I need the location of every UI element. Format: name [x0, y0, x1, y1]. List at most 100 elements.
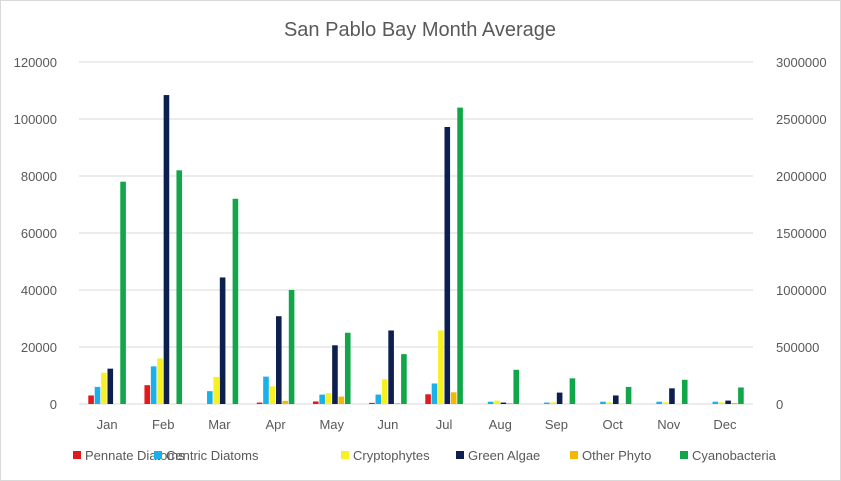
bar — [312, 401, 319, 404]
bar — [325, 393, 332, 404]
y-right-tick-label: 2000000 — [776, 169, 827, 184]
legend-item: Other Phyto — [570, 448, 651, 463]
bar — [494, 400, 500, 404]
bar — [718, 402, 725, 404]
legend-swatch — [73, 451, 81, 459]
bar — [107, 368, 114, 404]
bar — [438, 330, 444, 404]
legend-item: Cryptophytes — [341, 448, 430, 463]
bar — [669, 388, 675, 404]
bar — [256, 402, 263, 404]
y-left-tick-label: 40000 — [21, 283, 57, 298]
y-right-tick-label: 2500000 — [776, 112, 827, 127]
y-left-tick-label: 80000 — [21, 169, 57, 184]
y-right-tick-label: 1000000 — [776, 283, 827, 298]
left-axis: 0 20000 40000 60000 80000 100000 120000 — [14, 55, 57, 412]
y-right-tick-label: 500000 — [776, 340, 819, 355]
bar — [219, 277, 226, 404]
bar — [625, 386, 632, 404]
bar — [288, 290, 295, 404]
x-tick-label: Dec — [713, 417, 737, 432]
bar — [569, 378, 576, 404]
bar — [144, 385, 151, 404]
bar — [232, 198, 239, 404]
x-tick-label: Feb — [152, 417, 174, 432]
bar — [600, 401, 606, 404]
bar — [263, 376, 269, 404]
bar — [213, 376, 220, 404]
bar — [450, 392, 457, 404]
x-tick-label: Oct — [602, 417, 623, 432]
x-tick-label: Jun — [377, 417, 398, 432]
bar — [176, 170, 183, 404]
x-tick-label: Apr — [265, 417, 286, 432]
y-left-tick-label: 20000 — [21, 340, 57, 355]
legend-label: Green Algae — [468, 448, 540, 463]
bar — [101, 372, 107, 404]
bar — [681, 379, 688, 404]
y-right-tick-label: 1500000 — [776, 226, 827, 241]
bar — [94, 386, 101, 404]
bar — [282, 400, 288, 404]
legend-swatch — [680, 451, 688, 459]
bar — [375, 394, 382, 404]
y-right-tick-label: 3000000 — [776, 55, 827, 70]
bar — [487, 401, 494, 404]
x-tick-label: Jul — [436, 417, 453, 432]
bar — [731, 402, 738, 404]
bar — [550, 402, 557, 404]
legend-label: Centric Diatoms — [166, 448, 259, 463]
legend-item: Centric Diatoms — [154, 448, 259, 463]
x-tick-label: Aug — [489, 417, 512, 432]
bar — [507, 403, 513, 404]
legend-swatch — [570, 451, 578, 459]
bars — [88, 95, 744, 404]
bar — [394, 403, 401, 404]
legend-label: Cyanobacteria — [692, 448, 777, 463]
legend-label: Other Phyto — [582, 448, 651, 463]
bar — [157, 358, 163, 404]
bar — [319, 394, 325, 404]
bar — [163, 95, 170, 404]
bar — [725, 400, 731, 404]
y-right-tick-label: 0 — [776, 397, 783, 412]
bar — [662, 402, 669, 404]
legend-item: Green Algae — [456, 448, 540, 463]
bar — [425, 394, 431, 404]
grid — [79, 61, 753, 405]
bar — [150, 366, 157, 404]
bar — [513, 369, 520, 404]
x-tick-label: Nov — [657, 417, 681, 432]
right-axis: 0 500000 1000000 1500000 2000000 2500000 30000… — [776, 55, 827, 412]
legend-swatch — [154, 451, 162, 459]
x-axis: Jan Feb Mar Apr May Jun Jul Aug Sep Oct Nov Dec — [97, 417, 737, 432]
bar — [344, 332, 351, 404]
bar — [207, 391, 213, 404]
bar — [401, 354, 407, 404]
bar — [88, 395, 94, 404]
bar — [388, 330, 394, 404]
bar — [556, 392, 563, 404]
bar — [381, 379, 388, 404]
bar — [338, 396, 345, 404]
bar — [444, 126, 451, 404]
bar — [431, 383, 438, 404]
bar — [332, 345, 338, 404]
x-tick-label: Sep — [545, 417, 568, 432]
bar — [612, 395, 619, 404]
x-tick-label: May — [319, 417, 344, 432]
x-tick-label: Mar — [208, 417, 231, 432]
bar — [606, 402, 613, 404]
bar — [120, 181, 126, 404]
x-tick-label: Jan — [97, 417, 118, 432]
legend-item: Cyanobacteria — [680, 448, 777, 463]
bar — [544, 402, 550, 404]
bar — [738, 387, 744, 404]
bar — [500, 402, 507, 404]
bar — [275, 316, 282, 404]
bar — [457, 107, 463, 404]
bar — [656, 401, 662, 404]
